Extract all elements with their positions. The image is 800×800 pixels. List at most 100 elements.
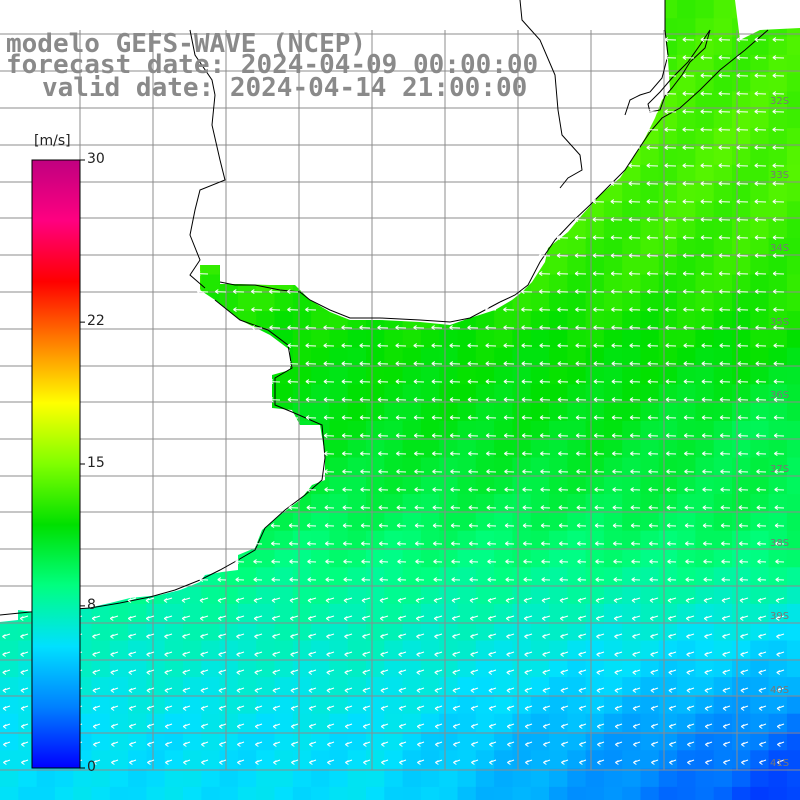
wind-arrow <box>593 415 605 421</box>
wind-cell <box>695 201 715 221</box>
wind-cell <box>475 457 495 477</box>
wind-arrow <box>559 597 569 603</box>
wind-arrow <box>754 127 767 133</box>
wind-cell <box>732 274 751 294</box>
wind-cell <box>237 549 257 568</box>
wind-cell <box>695 402 715 422</box>
wind-cell <box>640 329 660 349</box>
wind-cell <box>201 677 221 696</box>
wind-cell <box>0 622 19 642</box>
wind-arrow <box>685 615 695 621</box>
wind-cell <box>475 658 495 678</box>
wind-cell <box>640 237 660 257</box>
wind-arrow <box>287 289 299 295</box>
wind-arrow <box>611 343 623 349</box>
wind-cell <box>347 603 367 623</box>
wind-cell <box>658 732 678 751</box>
wind-cell <box>329 494 349 513</box>
wind-arrow <box>757 615 767 621</box>
wind-cell <box>311 695 330 715</box>
wind-arrow <box>722 705 731 711</box>
wind-arrow <box>467 397 479 403</box>
wind-arrow <box>182 687 191 693</box>
wind-arrow <box>682 127 695 133</box>
wind-cell <box>384 457 404 477</box>
wind-arrow <box>434 705 443 711</box>
wind-cell <box>329 732 349 751</box>
wind-arrow <box>648 469 659 475</box>
wind-cell <box>329 640 349 660</box>
wind-cell <box>640 256 660 276</box>
wind-cell <box>786 219 800 239</box>
wind-cell <box>622 347 642 367</box>
wind-cell <box>549 457 568 477</box>
valid-date: valid date: 2024-04-14 21:00:00 <box>42 73 528 103</box>
wind-cell <box>732 146 751 166</box>
wind-arrow <box>200 633 209 639</box>
wind-arrow <box>556 235 569 241</box>
colorbar-unit: [m/s] <box>34 133 71 149</box>
wind-cell <box>768 164 788 184</box>
wind-arrow <box>92 687 101 693</box>
wind-cell <box>750 274 770 294</box>
wind-arrow <box>110 723 119 729</box>
wind-cell <box>603 549 623 568</box>
wind-cell <box>384 549 404 568</box>
wind-arrow <box>722 651 731 657</box>
wind-cell <box>366 658 385 678</box>
wind-arrow <box>773 397 785 403</box>
wind-arrow <box>611 433 623 439</box>
wind-cell <box>750 164 770 184</box>
wind-arrow <box>633 741 641 747</box>
wind-arrow <box>578 687 587 693</box>
wind-arrow <box>341 379 353 385</box>
wind-arrow <box>379 597 389 603</box>
wind-arrow <box>449 397 461 403</box>
wind-arrow <box>611 379 623 385</box>
wind-cell <box>530 603 550 623</box>
wind-cell <box>713 512 733 532</box>
wind-cell <box>73 768 93 788</box>
wind-arrow <box>648 451 659 457</box>
wind-arrow <box>540 505 551 511</box>
wind-arrow <box>380 633 389 639</box>
wind-arrow <box>650 651 659 657</box>
colorbar-tick-label: 15 <box>87 455 105 471</box>
wind-arrow <box>755 379 767 385</box>
wind-cell <box>530 732 550 751</box>
wind-arrow <box>722 633 731 639</box>
wind-cell <box>603 732 623 751</box>
wind-cell <box>475 384 495 404</box>
wind-arrow <box>686 669 695 675</box>
wind-cell <box>274 585 294 605</box>
wind-arrow <box>379 577 389 583</box>
wind-cell <box>128 640 147 660</box>
wind-cell <box>677 183 696 202</box>
wind-cell <box>585 366 605 385</box>
wind-cell <box>640 402 660 422</box>
wind-arrow <box>342 505 353 511</box>
wind-cell <box>786 420 800 440</box>
wind-cell <box>292 512 312 532</box>
wind-cell <box>622 256 642 276</box>
wind-cell <box>494 768 513 788</box>
wind-cell <box>439 585 459 605</box>
wind-cell <box>603 622 623 642</box>
wind-arrow <box>541 559 551 565</box>
wind-cell <box>603 695 623 715</box>
wind-arrow <box>575 307 587 313</box>
wind-cell <box>164 713 184 733</box>
wind-arrow <box>596 651 605 657</box>
wind-arrow <box>577 541 587 547</box>
wind-arrow <box>754 235 767 241</box>
wind-cell <box>219 768 239 788</box>
wind-cell <box>603 750 623 770</box>
wind-cell <box>512 603 532 623</box>
wind-arrow <box>324 487 335 493</box>
wind-arrow <box>255 741 263 747</box>
wind-cell <box>146 732 166 751</box>
wind-arrow <box>485 397 497 403</box>
wind-arrow <box>541 541 551 547</box>
wind-cell <box>603 219 623 239</box>
wind-cell <box>347 530 367 550</box>
